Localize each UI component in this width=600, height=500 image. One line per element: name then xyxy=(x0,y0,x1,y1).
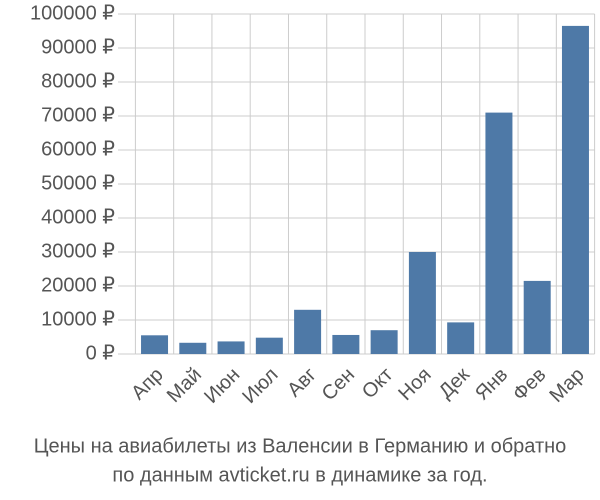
y-tick-label: 90000 ₽ xyxy=(41,36,115,58)
x-tick-label: Ноя xyxy=(394,364,435,405)
bar xyxy=(485,112,513,354)
x-tick-label: Май xyxy=(163,364,206,407)
x-tick-label: Мар xyxy=(546,364,589,407)
y-tick-label: 60000 ₽ xyxy=(41,138,115,160)
y-tick-label: 100000 ₽ xyxy=(30,2,115,24)
bar xyxy=(408,252,436,354)
x-tick-label: Окт xyxy=(358,364,397,403)
y-tick-label: 0 ₽ xyxy=(86,342,116,364)
bar xyxy=(447,322,475,354)
y-tick-label: 50000 ₽ xyxy=(41,172,115,194)
bar xyxy=(332,334,360,354)
y-tick-label: 10000 ₽ xyxy=(41,308,115,330)
y-tick-label: 40000 ₽ xyxy=(41,206,115,228)
chart-title: Цены на авиабилеты из Валенсии в Германи… xyxy=(34,435,567,457)
y-tick-label: 20000 ₽ xyxy=(41,274,115,296)
x-tick-label: Июн xyxy=(200,364,244,408)
bar xyxy=(255,337,283,354)
bar xyxy=(561,25,589,355)
y-tick-label: 80000 ₽ xyxy=(41,70,115,92)
bar xyxy=(141,335,169,354)
bar xyxy=(217,341,245,354)
x-tick-label: Апр xyxy=(127,364,168,405)
x-tick-label: Янв xyxy=(471,364,512,405)
x-tick-label: Дек xyxy=(435,364,474,403)
bar xyxy=(370,330,398,354)
bar xyxy=(523,280,551,354)
y-tick-label: 70000 ₽ xyxy=(41,104,115,126)
y-tick-label: 30000 ₽ xyxy=(41,240,115,262)
x-tick-label: Июл xyxy=(238,364,282,408)
x-tick-label: Фев xyxy=(509,364,551,406)
chart-title: по данным avticket.ru в динамике за год. xyxy=(112,464,487,486)
x-tick-label: Авг xyxy=(283,364,321,402)
bar xyxy=(179,342,207,354)
bar xyxy=(294,309,322,354)
x-tick-label: Сен xyxy=(318,364,359,405)
